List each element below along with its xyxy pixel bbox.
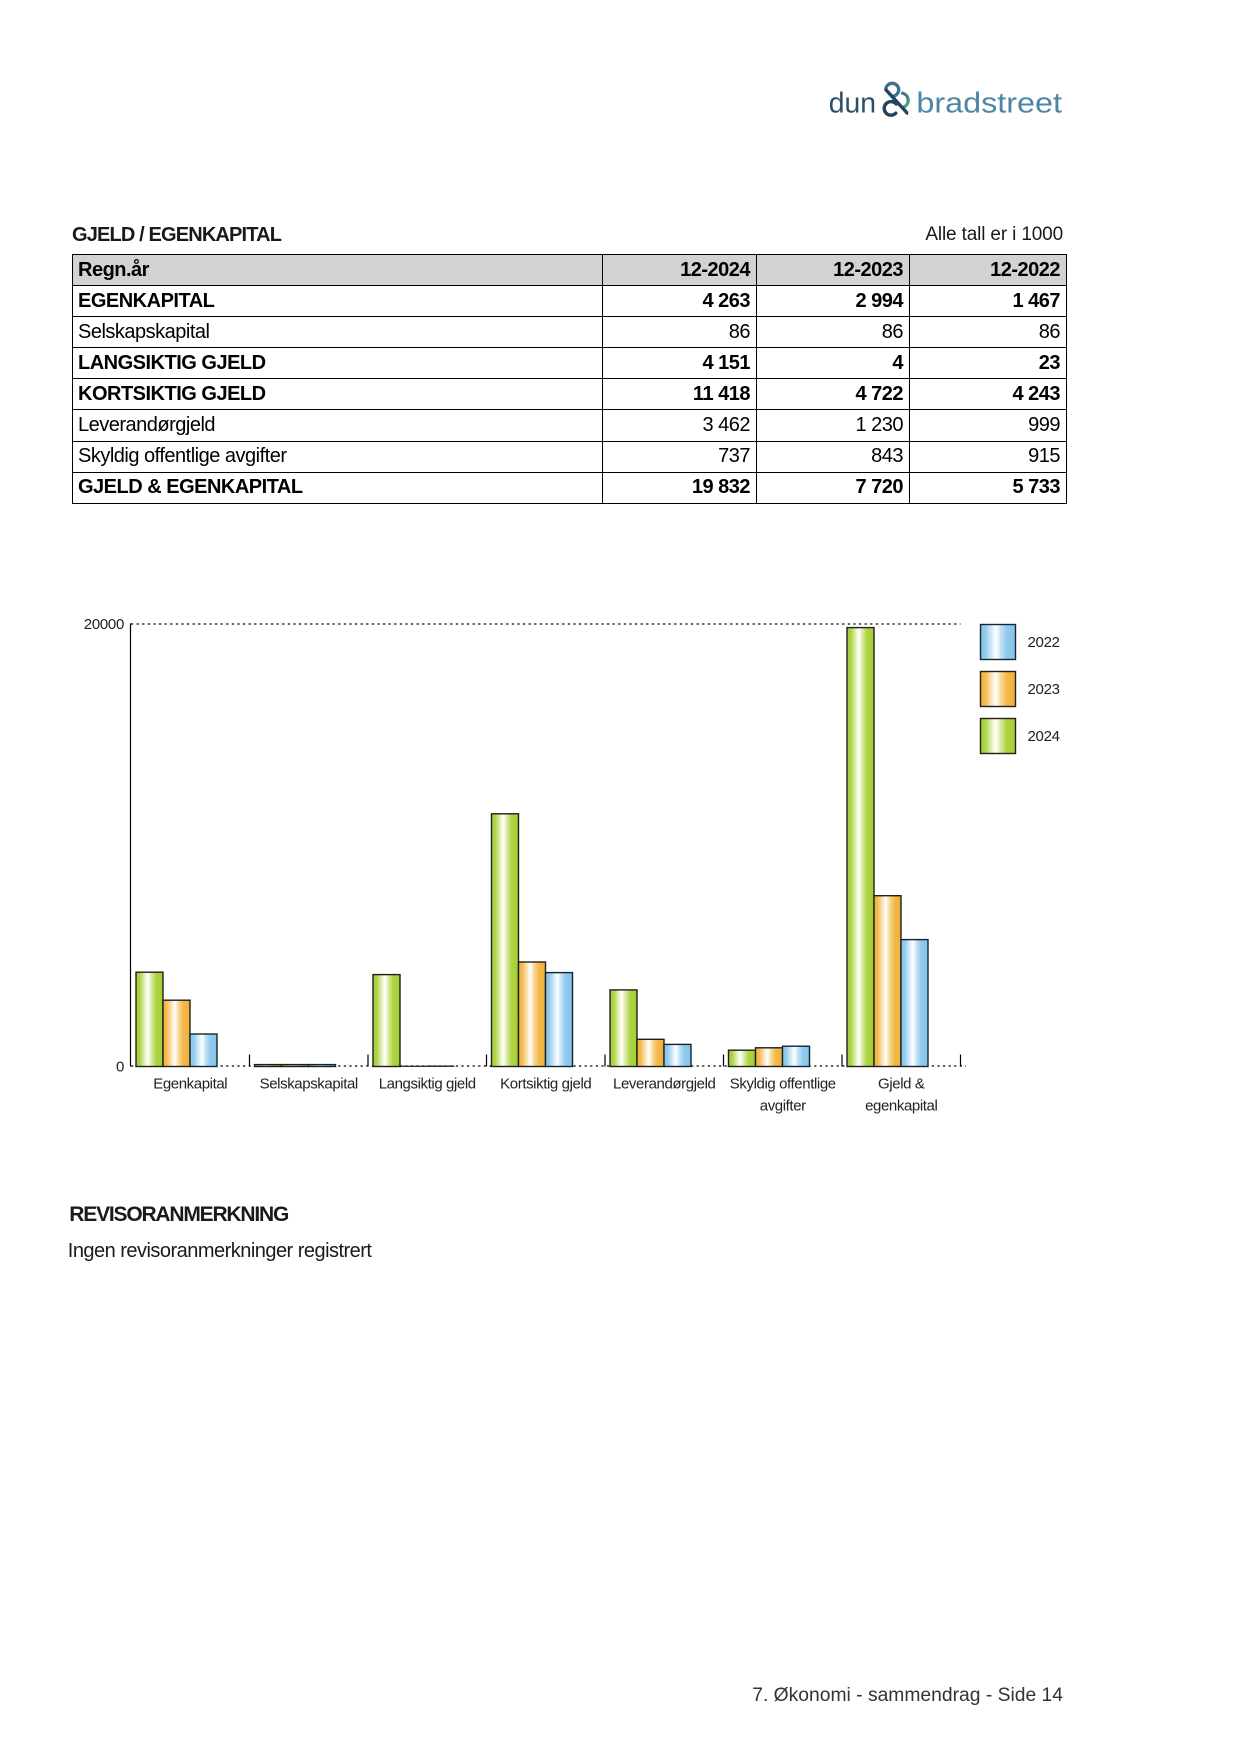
svg-text:2022: 2022 [1028,634,1060,651]
svg-text:dun: dun [829,87,876,119]
svg-text:2024: 2024 [1028,728,1060,745]
svg-text:Leverandørgjeld: Leverandørgjeld [613,1076,715,1093]
svg-text:bradstreet: bradstreet [916,87,1062,119]
svg-text:egenkapital: egenkapital [865,1098,937,1115]
svg-text:Langsiktig gjeld: Langsiktig gjeld [379,1076,476,1093]
svg-text:Skyldig offentlige: Skyldig offentlige [730,1076,836,1093]
svg-text:Selskapskapital: Selskapskapital [260,1076,358,1093]
svg-text:20000: 20000 [84,616,124,633]
svg-text:Gjeld &: Gjeld & [878,1076,925,1093]
svg-text:Egenkapital: Egenkapital [153,1076,227,1093]
svg-text:0: 0 [116,1059,124,1076]
svg-text:avgifter: avgifter [760,1098,806,1115]
svg-text:2023: 2023 [1028,681,1060,698]
svg-text:Kortsiktig gjeld: Kortsiktig gjeld [500,1076,591,1093]
